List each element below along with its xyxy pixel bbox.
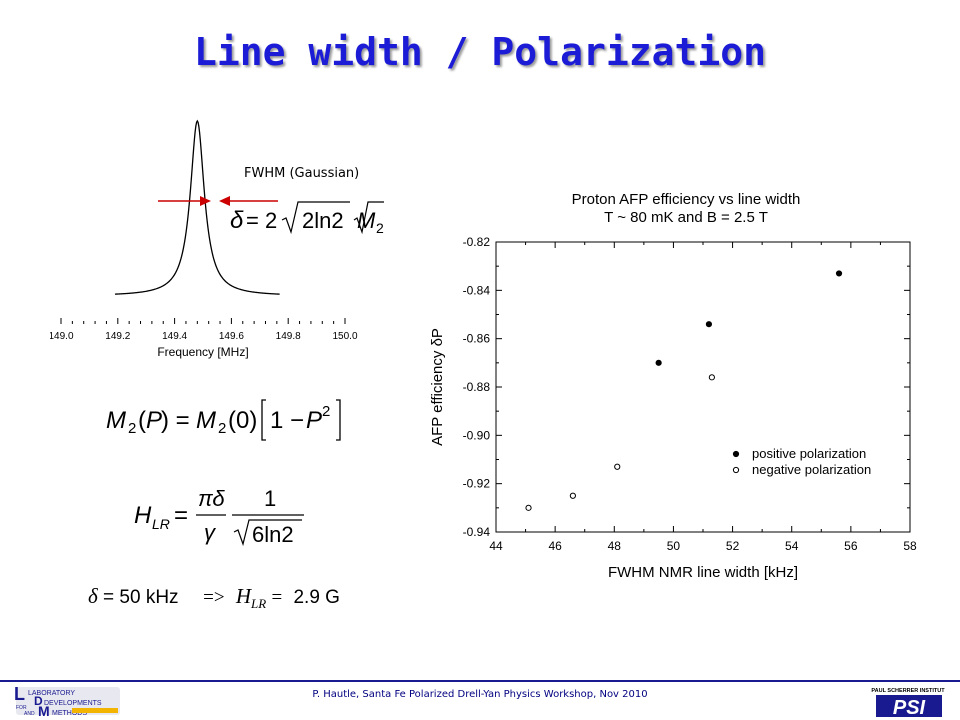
hlr-value: 2.9 G (293, 587, 340, 608)
nmr-x-tick-label: 150.0 (332, 331, 357, 342)
afp-y-tick-label: -0.94 (463, 525, 491, 539)
nmr-x-tick-label: 149.6 (219, 331, 244, 342)
negative-polarization-point (614, 463, 621, 470)
svg-text:D: D (34, 694, 43, 708)
svg-text:2: 2 (128, 420, 136, 437)
afp-y-tick-label: -0.86 (463, 332, 491, 346)
svg-text:2: 2 (218, 420, 226, 437)
afp-legend-label: negative polarization (752, 462, 871, 477)
delta-result-line: δ = 50 kHz => HLR = 2.9 G (88, 584, 340, 612)
nmr-x-tick-label: 149.4 (162, 331, 187, 342)
fwhm-label: FWHM (Gaussian) (244, 166, 360, 181)
afp-y-tick-label: -0.84 (463, 283, 491, 297)
fwhm-arrow-left-head (200, 196, 211, 206)
footer-divider (0, 680, 960, 682)
m2-formula: M 2 ( P ) = M 2 (0) 1 − P 2 (106, 399, 341, 441)
svg-text:= 2: = 2 (246, 208, 277, 233)
footer-citation: P. Hautle, Santa Fe Polarized Drell-Yan … (312, 689, 648, 700)
psi-logo: PAUL SCHERRER INSTITUT PSI (871, 688, 945, 718)
svg-text:6ln2: 6ln2 (252, 522, 294, 547)
hlr-formula: H LR = πδ γ 1 6ln2 (134, 486, 304, 547)
nmr-x-tick-label: 149.8 (276, 331, 301, 342)
fwhm-formula: δ = 2 2ln2 M 2 (230, 201, 384, 236)
slide-title: Line width / Polarization (194, 30, 766, 74)
psi-logo-text: PSI (893, 697, 926, 718)
logo-text-laboratory: LABORATORY (28, 690, 75, 697)
svg-text:L: L (14, 684, 25, 704)
afp-y-tick-label: -0.88 (463, 380, 491, 394)
afp-legend-marker (732, 450, 740, 458)
psi-logo-top-text: PAUL SCHERRER INSTITUT (871, 688, 945, 694)
positive-polarization-point (835, 270, 843, 277)
svg-text:M: M (106, 407, 126, 434)
svg-text:1: 1 (264, 486, 276, 511)
svg-text:H: H (134, 502, 152, 529)
svg-text:γ: γ (204, 520, 217, 545)
logo-text-developments: DEVELOPMENTS (44, 700, 102, 707)
svg-text:(0): (0) (228, 407, 257, 434)
afp-x-tick-label: 50 (667, 539, 681, 553)
nmr-x-axis-label: Frequency [MHz] (157, 345, 248, 359)
negative-polarization-point (569, 492, 576, 499)
svg-text:(: ( (138, 407, 146, 434)
afp-legend-label: positive polarization (752, 446, 866, 461)
positive-polarization-point (655, 359, 662, 366)
svg-text:=: = (174, 502, 188, 529)
afp-chart-subtitle: T ~ 80 mK and B = 2.5 T (604, 209, 768, 226)
svg-text:2ln2: 2ln2 (302, 208, 344, 233)
svg-text:1 −: 1 − (270, 407, 304, 434)
svg-text:) =: ) = (161, 407, 190, 434)
implies-arrow: => (203, 587, 225, 608)
svg-text:LR: LR (152, 516, 170, 532)
afp-y-axis-label: AFP efficiency δP (429, 328, 446, 446)
negative-polarization-point (708, 374, 715, 381)
afp-y-tick-label: -0.90 (463, 428, 491, 442)
positive-polarization-point (705, 321, 713, 328)
negative-polarization-point (525, 504, 532, 511)
svg-text:πδ: πδ (198, 486, 225, 511)
logo-text-methods: METHODS (52, 710, 87, 717)
afp-x-tick-label: 56 (844, 539, 858, 553)
afp-chart-title: Proton AFP efficiency vs line width (572, 191, 801, 208)
afp-x-tick-label: 46 (548, 539, 562, 553)
nmr-peak-curve (114, 119, 280, 295)
afp-y-tick-label: -0.82 (463, 235, 491, 249)
afp-x-tick-label: 54 (785, 539, 799, 553)
afp-x-tick-label: 52 (726, 539, 740, 553)
svg-text:P: P (306, 407, 322, 434)
logo-text-for: FOR (16, 705, 27, 711)
svg-text:M: M (196, 407, 216, 434)
svg-text:2: 2 (322, 403, 330, 420)
svg-text:δ: δ (230, 207, 244, 234)
logo-text-and: AND (24, 711, 35, 717)
afp-scatter-chart: Proton AFP efficiency vs line width T ~ … (429, 191, 917, 581)
delta-value: = 50 kHz (103, 587, 179, 608)
ldm-logo: L LABORATORY D DEVELOPMENTS FOR AND M ME… (14, 684, 120, 718)
nmr-x-tick-label: 149.0 (50, 331, 74, 342)
afp-x-axis-label: FWHM NMR line width [kHz] (608, 564, 798, 581)
afp-legend-marker (732, 466, 740, 474)
delta-symbol: δ (88, 584, 98, 608)
afp-y-tick-label: -0.92 (463, 477, 491, 491)
nmr-line-chart: 149.0 149.2 149.4 149.6 149.8 150.0 Frequency… (50, 119, 358, 359)
svg-text:M: M (357, 208, 376, 233)
afp-x-tick-label: 44 (489, 539, 503, 553)
hlr-symbol: HLR (235, 584, 267, 612)
svg-text:2: 2 (376, 220, 384, 236)
nmr-x-tick-label: 149.2 (105, 331, 130, 342)
fwhm-arrow-right-head (219, 196, 230, 206)
afp-x-tick-label: 58 (903, 539, 917, 553)
svg-text:P: P (146, 407, 162, 434)
afp-x-tick-label: 48 (608, 539, 622, 553)
afp-plot-frame (495, 241, 911, 533)
svg-text:M: M (38, 703, 50, 718)
